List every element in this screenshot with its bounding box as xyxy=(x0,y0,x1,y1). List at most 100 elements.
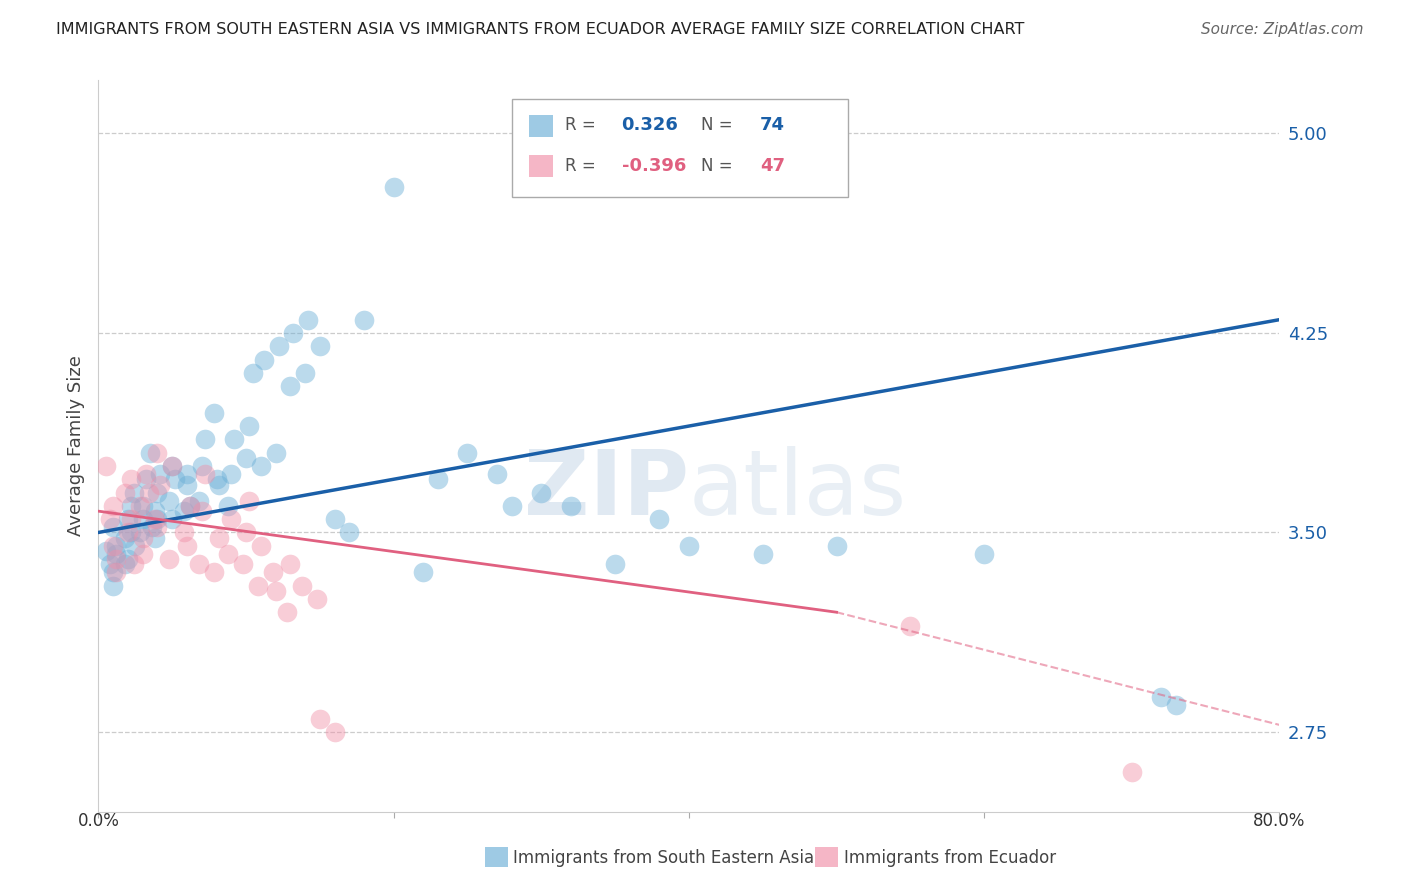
Point xyxy=(117,512,139,526)
Point xyxy=(187,558,209,572)
Point xyxy=(105,547,128,561)
FancyBboxPatch shape xyxy=(512,99,848,197)
Point xyxy=(297,312,319,326)
Point xyxy=(157,493,180,508)
Point xyxy=(262,566,284,580)
Point xyxy=(120,512,142,526)
Point xyxy=(128,525,150,540)
Point xyxy=(309,712,332,726)
Point xyxy=(94,458,117,473)
Point xyxy=(339,525,360,540)
Point xyxy=(132,547,155,561)
Point xyxy=(103,566,125,580)
Point xyxy=(238,419,260,434)
Point xyxy=(1150,690,1173,705)
Point xyxy=(103,539,125,553)
Point xyxy=(242,366,264,380)
Point xyxy=(202,406,225,420)
Point xyxy=(146,485,169,500)
Point xyxy=(173,525,195,540)
Point xyxy=(117,525,139,540)
Point xyxy=(194,467,217,481)
Point xyxy=(103,520,125,534)
Point xyxy=(139,445,162,459)
Point xyxy=(900,618,922,632)
Point xyxy=(162,458,183,473)
Point xyxy=(105,539,128,553)
Point xyxy=(264,445,287,459)
Point xyxy=(128,499,150,513)
Bar xyxy=(530,155,553,178)
Point xyxy=(120,525,142,540)
Point xyxy=(179,499,201,513)
Point xyxy=(138,485,160,500)
Y-axis label: Average Family Size: Average Family Size xyxy=(66,356,84,536)
Text: IMMIGRANTS FROM SOUTH EASTERN ASIA VS IMMIGRANTS FROM ECUADOR AVERAGE FAMILY SIZ: IMMIGRANTS FROM SOUTH EASTERN ASIA VS IM… xyxy=(56,22,1025,37)
Point xyxy=(117,552,139,566)
Point xyxy=(825,539,848,553)
Text: Immigrants from Ecuador: Immigrants from Ecuador xyxy=(844,849,1056,867)
Point xyxy=(132,499,155,513)
Point xyxy=(132,531,155,545)
Point xyxy=(103,499,125,513)
Point xyxy=(165,472,187,486)
Point xyxy=(103,579,125,593)
Point xyxy=(120,472,142,486)
Point xyxy=(208,531,231,545)
Point xyxy=(162,458,183,473)
Point xyxy=(173,504,195,518)
Point xyxy=(219,512,242,526)
Point xyxy=(149,477,172,491)
Point xyxy=(122,485,145,500)
Point xyxy=(246,579,269,593)
Point xyxy=(208,477,231,491)
Point xyxy=(217,499,239,513)
Point xyxy=(217,547,239,561)
Text: 47: 47 xyxy=(759,157,785,175)
Point xyxy=(486,467,509,481)
Text: Source: ZipAtlas.com: Source: ZipAtlas.com xyxy=(1201,22,1364,37)
Point xyxy=(157,552,180,566)
Point xyxy=(238,493,260,508)
Point xyxy=(162,512,183,526)
Point xyxy=(648,512,671,526)
Point xyxy=(143,531,166,545)
Point xyxy=(678,539,700,553)
Point xyxy=(105,566,128,580)
Point xyxy=(149,467,172,481)
Point xyxy=(560,499,582,513)
Point xyxy=(973,547,995,561)
Point xyxy=(143,512,166,526)
Point xyxy=(1164,698,1187,713)
Point xyxy=(105,552,128,566)
Point xyxy=(250,539,273,553)
Text: -0.396: -0.396 xyxy=(621,157,686,175)
Point xyxy=(530,485,553,500)
Point xyxy=(232,558,254,572)
Point xyxy=(179,499,201,513)
Text: Immigrants from South Eastern Asia: Immigrants from South Eastern Asia xyxy=(513,849,814,867)
Point xyxy=(235,525,257,540)
Point xyxy=(283,326,305,340)
Point xyxy=(751,547,773,561)
Text: atlas: atlas xyxy=(689,446,907,534)
Point xyxy=(427,472,450,486)
Text: N =: N = xyxy=(700,116,733,134)
Text: R =: R = xyxy=(565,116,596,134)
Point xyxy=(114,531,136,545)
Point xyxy=(176,477,198,491)
Point xyxy=(294,366,316,380)
Point xyxy=(264,584,287,599)
Point xyxy=(253,352,276,367)
Point xyxy=(291,579,314,593)
Point xyxy=(132,512,155,526)
Bar xyxy=(530,115,553,137)
Text: 0.326: 0.326 xyxy=(621,116,679,134)
Point xyxy=(323,725,346,739)
Point xyxy=(278,379,302,393)
Point xyxy=(94,544,117,558)
Point xyxy=(143,504,166,518)
Point xyxy=(114,485,136,500)
Point xyxy=(382,179,405,194)
Text: ZIP: ZIP xyxy=(524,446,689,534)
